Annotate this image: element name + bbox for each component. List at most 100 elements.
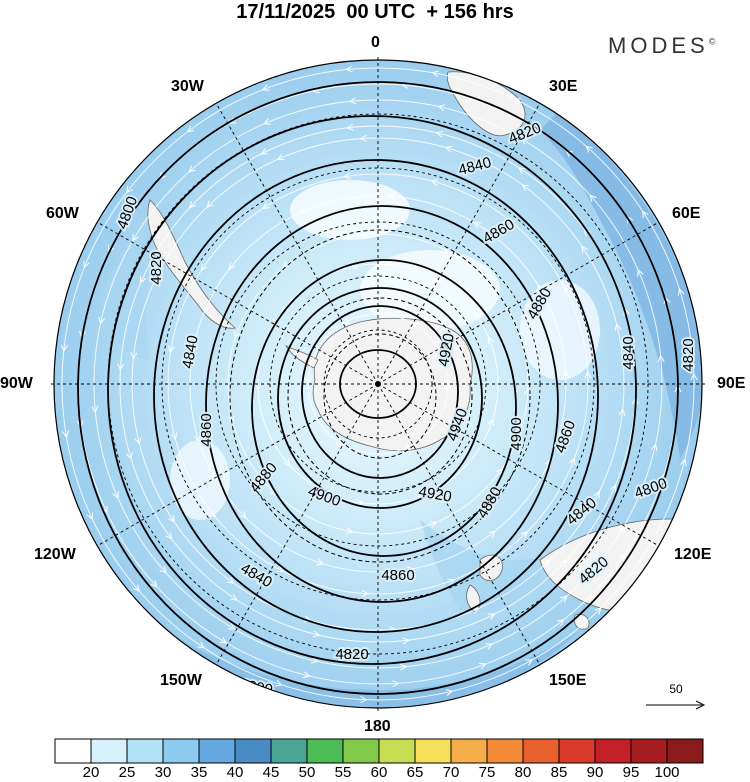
streamline-arrowhead: [91, 405, 99, 414]
logo-copyright-mark: ©: [708, 36, 716, 47]
chart-title: 17/11/2025 00 UTC + 156 hrs: [236, 1, 514, 23]
streamline-arrowhead: [302, 671, 311, 679]
streamline-arrowhead: [282, 261, 290, 269]
tasmania-island: [573, 613, 590, 630]
streamline-arrowhead: [617, 526, 624, 535]
streamline-arrowhead: [445, 689, 454, 696]
streamline-arrowhead: [618, 408, 626, 416]
streamline-arrowhead: [690, 372, 698, 381]
colorbar-swatch: [306, 738, 344, 764]
colorbar-tick-label: 90: [586, 764, 604, 781]
streamline-arrowhead: [130, 352, 138, 360]
streamline-arrowhead: [150, 580, 158, 588]
streamline-arrowhead: [525, 659, 534, 666]
lon-label-60w: 60W: [46, 205, 79, 222]
streamline-arrowhead: [650, 443, 658, 452]
streamline-arrowhead: [406, 566, 415, 574]
streamline-arrowhead: [219, 636, 228, 644]
streamline-arrowhead: [200, 263, 208, 272]
streamline-arrowhead: [134, 437, 142, 445]
lon-label-150e: 150E: [549, 672, 587, 689]
streamline-arrowhead: [485, 643, 494, 650]
contour-4900: [277, 287, 483, 509]
streamline-arrowhead: [170, 432, 178, 441]
streamline-arrowhead: [233, 330, 241, 339]
streamline-arrowhead: [86, 512, 93, 521]
streamline-arrowhead: [310, 656, 319, 664]
streamline-arrowhead: [117, 363, 125, 372]
streamline-arrowhead: [190, 344, 198, 353]
streamline-arrowhead: [387, 193, 395, 201]
streamline-arrowhead: [560, 595, 568, 603]
streamline-arrowhead: [556, 619, 565, 627]
streamline-arrowhead: [83, 260, 90, 269]
map-disk: 4820484048604880492048004820484048604880…: [54, 60, 702, 708]
colorbar-labels: 20 25 30 35 40 45 50 55 60 65 70 75 80 85 90 95 100: [0, 764, 750, 782]
streamline-arrowhead: [336, 438, 344, 446]
antarctic-peninsula: [284, 345, 319, 369]
contour-label: 4920: [417, 483, 453, 506]
streamline-arrowhead: [197, 641, 206, 649]
lon-label-60e: 60E: [672, 205, 701, 222]
streamline-arrowhead: [186, 125, 195, 133]
streamline-arrowhead: [437, 104, 446, 112]
streamline-arrowhead: [227, 623, 236, 630]
lon-label-30w: 30W: [171, 78, 204, 95]
lon-label-120w: 120W: [34, 546, 76, 563]
streamline-arrowhead: [261, 84, 270, 91]
colorbar-swatch: [666, 738, 704, 764]
streamline-arrowhead: [304, 377, 312, 386]
streamline-arrowhead: [298, 207, 307, 214]
lon-label-90e: 90E: [717, 375, 746, 392]
colorbar-swatch: [450, 738, 488, 764]
streamline-arrowhead: [431, 70, 439, 78]
streamline-arrowhead: [359, 134, 367, 142]
logo-text: MODES: [608, 33, 709, 58]
streamline-arrowhead: [677, 288, 685, 296]
streamline-arrowhead: [589, 194, 597, 202]
streamline-arrowhead: [444, 145, 453, 153]
contour-label: 4840: [620, 336, 637, 369]
contour-label: 4820: [680, 338, 697, 371]
streamline-arrowhead: [581, 245, 588, 253]
colorbar-swatch: [522, 738, 560, 764]
streamline-arrowhead: [559, 559, 568, 567]
colorbar-swatch: [486, 738, 524, 764]
streamline-arrowhead: [228, 262, 236, 270]
colorbar-swatch: [198, 738, 236, 764]
colorbar-swatch: [126, 738, 164, 764]
streamline-arrowhead: [412, 322, 420, 330]
colorbar-tick-label: 30: [154, 764, 172, 781]
colorbar-swatch: [162, 738, 200, 764]
contour-label: 4860: [381, 567, 414, 584]
streamline-arrowhead: [356, 498, 365, 506]
streamline-arrowhead: [508, 219, 517, 227]
streamline-arrowhead: [98, 316, 106, 325]
streamline-arrowhead: [473, 221, 481, 229]
colorbar-tick-label: 75: [478, 764, 496, 781]
streamline-arrowhead: [126, 452, 133, 460]
contour-label: 4900: [508, 417, 525, 450]
lon-label-90w: 90W: [0, 375, 33, 392]
streamline-arrowhead: [274, 679, 283, 687]
map-boundary: [53, 59, 703, 709]
lon-label-30e: 30E: [549, 78, 578, 95]
streamline-arrowhead: [188, 165, 196, 173]
streamline-arrowhead: [230, 594, 238, 601]
streamline-arrowhead: [167, 345, 175, 354]
streamline-arrowhead: [342, 317, 350, 324]
colorbar-swatch: [558, 738, 596, 764]
colorbar-tick-label: 20: [82, 764, 100, 781]
streamline-arrowhead: [206, 200, 214, 208]
lon-label-0: 0: [371, 34, 380, 51]
streamline-arrowhead: [495, 467, 503, 476]
streamline-arrowhead: [62, 430, 69, 439]
reference-vector-label: 50: [669, 682, 683, 696]
colorbar-tick-label: 60: [370, 764, 388, 781]
streamline-arrowhead: [647, 538, 654, 547]
streamline-arrowhead: [614, 323, 622, 331]
colorbar-tick-label: 65: [406, 764, 424, 781]
streamline-arrowhead: [139, 275, 147, 284]
south-pole-marker: [375, 381, 381, 387]
streamline-arrowhead: [276, 565, 285, 573]
